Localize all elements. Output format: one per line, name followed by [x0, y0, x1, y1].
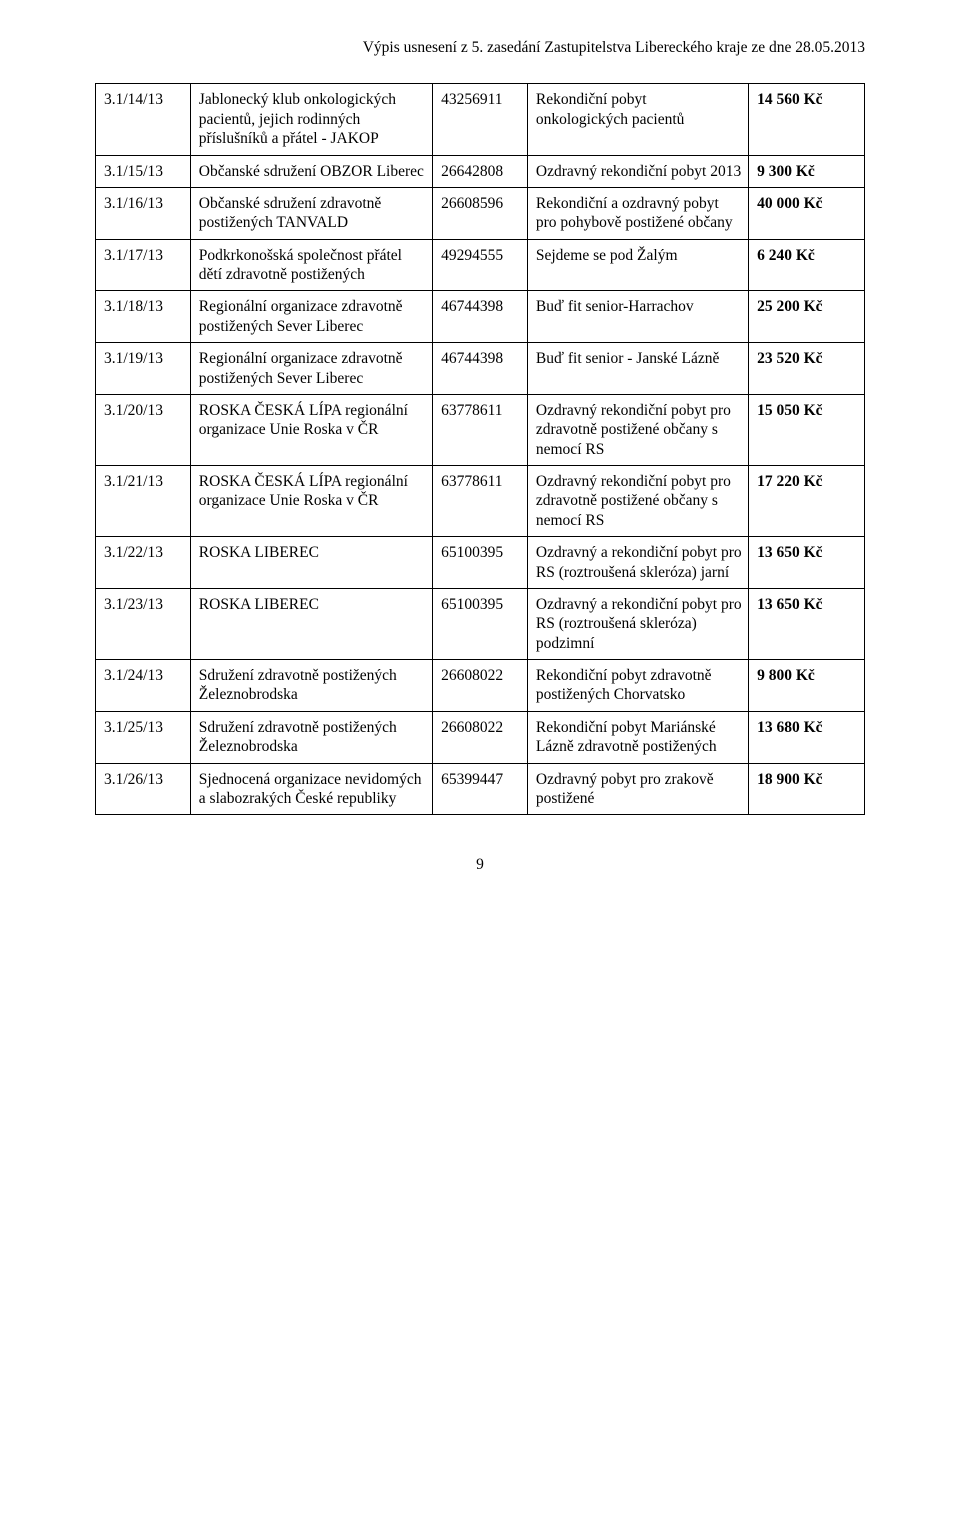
cell-amount: 14 560 Kč: [749, 84, 865, 155]
cell-id: 3.1/17/13: [96, 239, 191, 291]
cell-name: Jablonecký klub onkologických pacientů, …: [190, 84, 432, 155]
table-row: 3.1/17/13Podkrkonošská společnost přátel…: [96, 239, 865, 291]
cell-amount: 13 650 Kč: [749, 588, 865, 659]
table-row: 3.1/21/13ROSKA ČESKÁ LÍPA regionální org…: [96, 466, 865, 537]
table-row: 3.1/22/13ROSKA LIBEREC65100395Ozdravný a…: [96, 537, 865, 589]
cell-desc: Ozdravný rekondiční pobyt pro zdravotně …: [527, 466, 748, 537]
cell-regnum: 65100395: [433, 588, 528, 659]
cell-regnum: 49294555: [433, 239, 528, 291]
cell-desc: Ozdravný a rekondiční pobyt pro RS (rozt…: [527, 588, 748, 659]
cell-amount: 13 680 Kč: [749, 711, 865, 763]
cell-desc: Rekondiční pobyt zdravotně postižených C…: [527, 660, 748, 712]
cell-regnum: 65399447: [433, 763, 528, 815]
table-row: 3.1/18/13Regionální organizace zdravotně…: [96, 291, 865, 343]
table-row: 3.1/19/13Regionální organizace zdravotně…: [96, 343, 865, 395]
cell-id: 3.1/21/13: [96, 466, 191, 537]
cell-desc: Ozdravný rekondiční pobyt pro zdravotně …: [527, 394, 748, 465]
cell-amount: 13 650 Kč: [749, 537, 865, 589]
cell-id: 3.1/20/13: [96, 394, 191, 465]
cell-id: 3.1/22/13: [96, 537, 191, 589]
cell-amount: 15 050 Kč: [749, 394, 865, 465]
table-row: 3.1/23/13ROSKA LIBEREC65100395Ozdravný a…: [96, 588, 865, 659]
cell-id: 3.1/18/13: [96, 291, 191, 343]
cell-desc: Buď fit senior - Janské Lázně: [527, 343, 748, 395]
cell-id: 3.1/14/13: [96, 84, 191, 155]
cell-name: ROSKA LIBEREC: [190, 588, 432, 659]
cell-amount: 9 800 Kč: [749, 660, 865, 712]
resolution-table: 3.1/14/13Jablonecký klub onkologických p…: [95, 83, 865, 815]
cell-amount: 17 220 Kč: [749, 466, 865, 537]
cell-name: Podkrkonošská společnost přátel dětí zdr…: [190, 239, 432, 291]
cell-name: ROSKA ČESKÁ LÍPA regionální organizace U…: [190, 394, 432, 465]
cell-name: Občanské sdružení zdravotně postižených …: [190, 187, 432, 239]
cell-name: ROSKA LIBEREC: [190, 537, 432, 589]
cell-id: 3.1/25/13: [96, 711, 191, 763]
cell-regnum: 63778611: [433, 394, 528, 465]
cell-name: Sdružení zdravotně postižených Železnobr…: [190, 660, 432, 712]
cell-regnum: 26642808: [433, 155, 528, 187]
cell-regnum: 46744398: [433, 343, 528, 395]
table-row: 3.1/20/13ROSKA ČESKÁ LÍPA regionální org…: [96, 394, 865, 465]
table-row: 3.1/16/13Občanské sdružení zdravotně pos…: [96, 187, 865, 239]
table-row: 3.1/15/13Občanské sdružení OBZOR Liberec…: [96, 155, 865, 187]
cell-name: Regionální organizace zdravotně postižen…: [190, 291, 432, 343]
cell-id: 3.1/23/13: [96, 588, 191, 659]
cell-amount: 6 240 Kč: [749, 239, 865, 291]
table-row: 3.1/14/13Jablonecký klub onkologických p…: [96, 84, 865, 155]
cell-regnum: 65100395: [433, 537, 528, 589]
table-row: 3.1/24/13Sdružení zdravotně postižených …: [96, 660, 865, 712]
cell-name: ROSKA ČESKÁ LÍPA regionální organizace U…: [190, 466, 432, 537]
page-header: Výpis usnesení z 5. zasedání Zastupitels…: [95, 38, 865, 57]
cell-name: Sdružení zdravotně postižených Železnobr…: [190, 711, 432, 763]
cell-id: 3.1/16/13: [96, 187, 191, 239]
cell-regnum: 63778611: [433, 466, 528, 537]
cell-id: 3.1/19/13: [96, 343, 191, 395]
cell-desc: Rekondiční pobyt Mariánské Lázně zdravot…: [527, 711, 748, 763]
cell-id: 3.1/26/13: [96, 763, 191, 815]
cell-name: Sjednocená organizace nevidomých a slabo…: [190, 763, 432, 815]
page-number: 9: [95, 855, 865, 874]
cell-regnum: 26608022: [433, 711, 528, 763]
cell-name: Občanské sdružení OBZOR Liberec: [190, 155, 432, 187]
cell-amount: 40 000 Kč: [749, 187, 865, 239]
cell-amount: 25 200 Kč: [749, 291, 865, 343]
cell-amount: 9 300 Kč: [749, 155, 865, 187]
cell-desc: Rekondiční pobyt onkologických pacientů: [527, 84, 748, 155]
cell-desc: Ozdravný pobyt pro zrakově postižené: [527, 763, 748, 815]
page: Výpis usnesení z 5. zasedání Zastupitels…: [0, 0, 960, 925]
table-row: 3.1/25/13Sdružení zdravotně postižených …: [96, 711, 865, 763]
cell-regnum: 46744398: [433, 291, 528, 343]
cell-regnum: 43256911: [433, 84, 528, 155]
cell-amount: 18 900 Kč: [749, 763, 865, 815]
cell-regnum: 26608596: [433, 187, 528, 239]
cell-regnum: 26608022: [433, 660, 528, 712]
cell-id: 3.1/24/13: [96, 660, 191, 712]
cell-desc: Sejdeme se pod Žalým: [527, 239, 748, 291]
cell-desc: Ozdravný rekondiční pobyt 2013: [527, 155, 748, 187]
cell-name: Regionální organizace zdravotně postižen…: [190, 343, 432, 395]
table-row: 3.1/26/13Sjednocená organizace nevidomýc…: [96, 763, 865, 815]
cell-desc: Rekondiční a ozdravný pobyt pro pohybově…: [527, 187, 748, 239]
cell-desc: Buď fit senior-Harrachov: [527, 291, 748, 343]
cell-desc: Ozdravný a rekondiční pobyt pro RS (rozt…: [527, 537, 748, 589]
cell-amount: 23 520 Kč: [749, 343, 865, 395]
cell-id: 3.1/15/13: [96, 155, 191, 187]
